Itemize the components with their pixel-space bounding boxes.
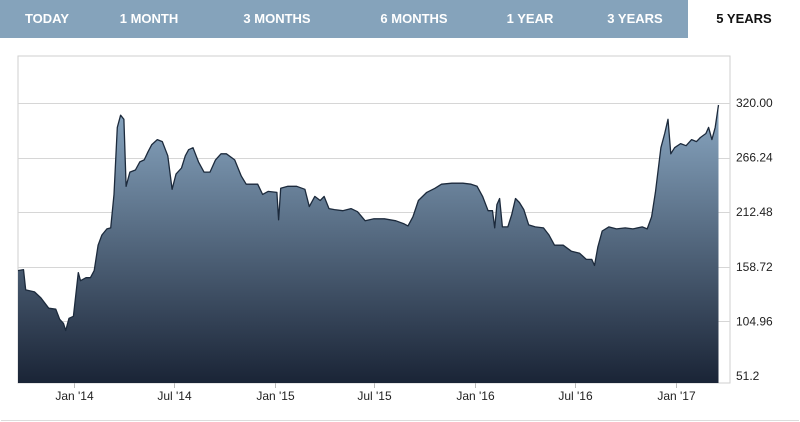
tab-today[interactable]: TODAY xyxy=(24,11,70,26)
tab-3-months[interactable]: 3 MONTHS xyxy=(243,11,311,26)
range-tab-bar: TODAY 1 MONTH 3 MONTHS 6 MONTHS 1 YEAR 3… xyxy=(0,0,800,38)
tab-3-years[interactable]: 3 YEARS xyxy=(607,11,663,26)
x-tick-label: Jan '16 xyxy=(456,389,495,403)
y-tick-label: 212.48 xyxy=(736,205,773,219)
x-tick-label: Jan '14 xyxy=(55,389,94,403)
y-tick-label: 51.2 xyxy=(736,369,760,383)
y-tick-label: 104.96 xyxy=(736,314,773,328)
x-tick-label: Jan '15 xyxy=(256,389,295,403)
y-tick-label: 320.00 xyxy=(736,96,773,110)
y-tick-label: 158.72 xyxy=(736,260,773,274)
price-area-chart: 320.00 266.24 212.48 158.72 104.96 51.2 Jan '… xyxy=(17,55,773,403)
y-tick-label: 266.24 xyxy=(736,151,773,165)
x-tick-label: Jul '15 xyxy=(357,389,392,403)
x-tick-label: Jan '17 xyxy=(657,389,696,403)
tab-1-month[interactable]: 1 MONTH xyxy=(119,11,179,26)
x-tick-label: Jul '14 xyxy=(157,389,192,403)
price-area xyxy=(18,105,719,383)
tab-1-year[interactable]: 1 YEAR xyxy=(506,11,554,26)
tab-5-years[interactable]: 5 YEARS xyxy=(688,0,800,38)
tab-6-months[interactable]: 6 MONTHS xyxy=(380,11,448,26)
price-line xyxy=(17,104,720,332)
price-chart: 320.00 266.24 212.48 158.72 104.96 51.2 Jan '… xyxy=(0,38,800,422)
x-tick-label: Jul '16 xyxy=(558,389,593,403)
